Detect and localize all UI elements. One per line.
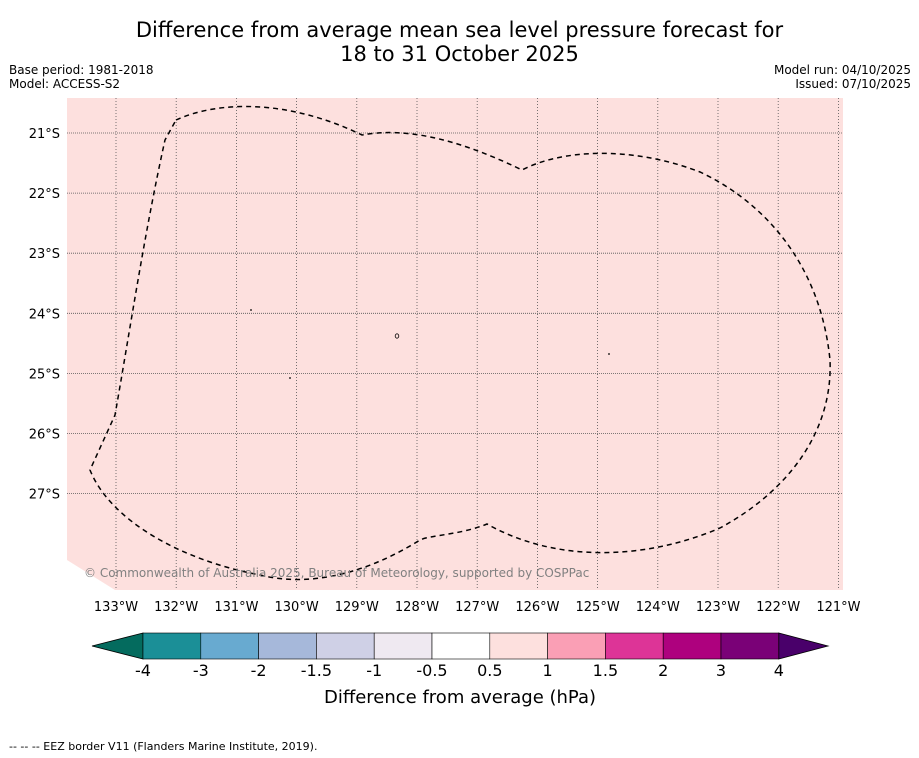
latitude-label: 23°S — [29, 247, 60, 262]
base-period-text: Base period: 1981-2018 — [9, 63, 154, 77]
island-speck — [250, 309, 252, 311]
colorbar-tick-labels: -4 -3 -2 -1.5 -1 -0.5 0.5 1 1.5 2 3 4 — [135, 661, 784, 680]
colorbar-tick-label: -4 — [135, 661, 151, 680]
colorbar-segment — [547, 632, 606, 660]
colorbar-tick-label: -0.5 — [416, 661, 447, 680]
colorbar-tick-label: 0.5 — [477, 661, 502, 680]
longitude-label: 127°W — [455, 600, 499, 615]
map-area — [67, 98, 843, 590]
latitude-label: 22°S — [29, 187, 60, 202]
colorbar-segment — [662, 632, 722, 660]
colorbar-tick-label: 3 — [716, 661, 726, 680]
model-text: Model: ACCESS-S2 — [9, 77, 121, 91]
longitude-label: 125°W — [576, 600, 620, 615]
longitude-label: 129°W — [335, 600, 379, 615]
latitude-label: 21°S — [29, 127, 60, 142]
colorbar-tick-label: -1 — [366, 661, 382, 680]
colorbar-segment — [142, 632, 202, 660]
latitude-label: 27°S — [29, 488, 60, 503]
eez-border — [89, 105, 831, 581]
latitude-label: 25°S — [29, 367, 60, 382]
longitude-label: 131°W — [214, 600, 258, 615]
colorbar-tick-label: -1.5 — [301, 661, 332, 680]
graticule — [67, 98, 843, 590]
colorbar-tick-label: -3 — [193, 661, 209, 680]
colorbar-tick-label: 2 — [658, 661, 668, 680]
colorbar-segment — [316, 632, 375, 660]
title-line-2: 18 to 31 October 2025 — [340, 42, 579, 66]
longitude-label: 123°W — [696, 600, 740, 615]
colorbar-max-extend — [778, 632, 830, 660]
colorbar-segment — [605, 632, 664, 660]
colorbar-tick-label: 4 — [774, 661, 784, 680]
island-speck — [608, 353, 610, 355]
colorbar-segment — [200, 632, 259, 660]
colorbar-segment — [489, 632, 548, 660]
colorbar-segment — [720, 632, 780, 660]
longitude-label: 122°W — [756, 600, 800, 615]
colorbar-tick-label: 1 — [543, 661, 553, 680]
model-run-text: Model run: 04/10/2025 — [773, 63, 911, 77]
island-speck — [289, 377, 291, 379]
latitude-label: 24°S — [29, 307, 60, 322]
colorbar-title: Difference from average (hPa) — [324, 687, 596, 708]
longitude-tick-labels: 133°W 132°W 131°W 130°W 129°W 128°W 127°W 126°W… — [94, 600, 861, 615]
longitude-label: 133°W — [94, 600, 138, 615]
longitude-label: 126°W — [515, 600, 559, 615]
meta-right: Model run: 04/10/2025 Issued: 07/10/2025 — [774, 63, 911, 91]
longitude-label: 124°W — [636, 600, 680, 615]
issued-text: Issued: 07/10/2025 — [795, 77, 911, 91]
colorbar-tick-label: -2 — [251, 661, 267, 680]
watermark-text: © Commonwealth of Australia 2025, Bureau… — [84, 566, 589, 580]
longitude-label: 121°W — [816, 600, 860, 615]
colorbar-segment — [373, 632, 433, 660]
colorbar-min-extend — [91, 632, 144, 660]
colorbar — [91, 632, 830, 660]
latitude-tick-labels: 21°S 22°S 23°S 24°S 25°S 26°S 27°S — [29, 127, 60, 503]
colorbar-segment — [431, 632, 491, 660]
meta-left: Base period: 1981-2018 Model: ACCESS-S2 — [9, 63, 154, 91]
title-line-1: Difference from average mean sea level p… — [135, 18, 784, 42]
colorbar-tick-label: 1.5 — [593, 661, 618, 680]
latitude-label: 26°S — [29, 428, 60, 443]
longitude-label: 130°W — [275, 600, 319, 615]
map-figure: © Commonwealth of Australia 2025, Bureau… — [29, 98, 861, 708]
longitude-label: 128°W — [395, 600, 439, 615]
island-speck — [394, 333, 400, 339]
colorbar-segment — [258, 632, 317, 660]
longitude-label: 132°W — [154, 600, 198, 615]
map-title: Difference from average mean sea level p… — [0, 18, 919, 66]
eez-footnote: -- -- -- EEZ border V11 (Flanders Marine… — [9, 740, 318, 753]
